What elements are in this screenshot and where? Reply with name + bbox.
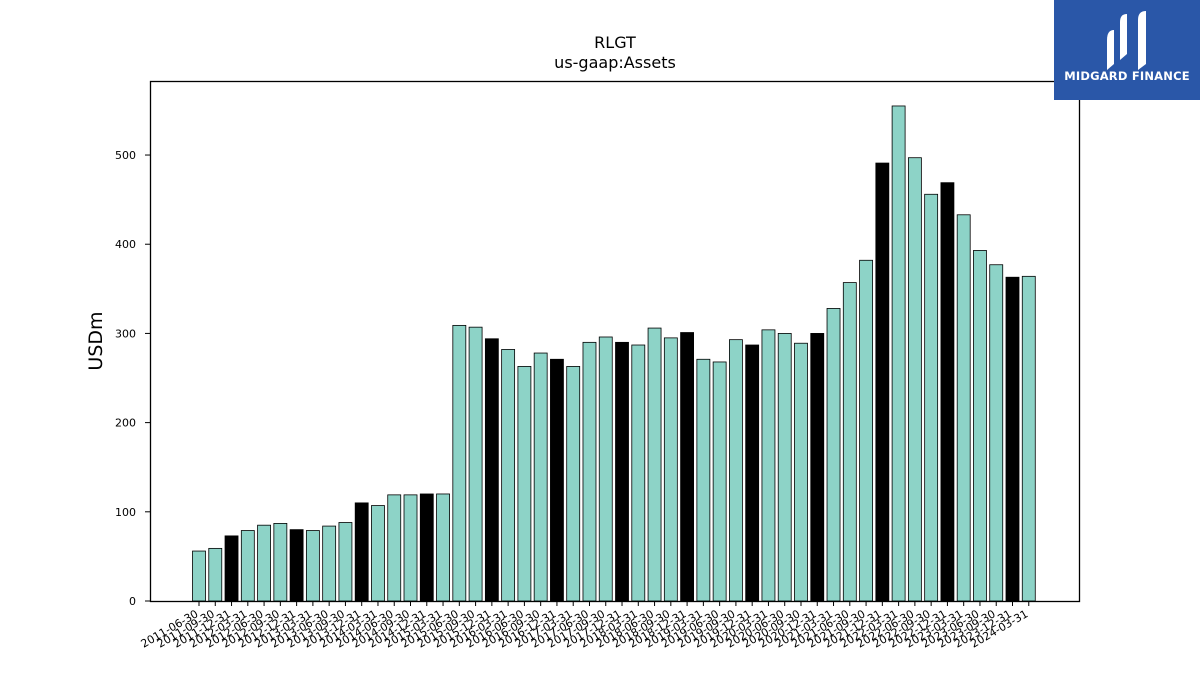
bar-2021-03-31 bbox=[826, 308, 841, 602]
bar-2018-06-30 bbox=[647, 327, 662, 602]
bar-2019-09-30 bbox=[729, 339, 743, 602]
bar-2015-06-30 bbox=[452, 324, 467, 602]
plot-frame bbox=[149, 80, 1081, 603]
bar-2023-06-30 bbox=[973, 250, 987, 602]
bar-2020-06-30 bbox=[777, 333, 792, 602]
x-axis-ticks: 2011-06-302011-09-302011-12-312012-03-31… bbox=[139, 601, 1030, 651]
bar-2021-09-30 bbox=[859, 259, 873, 602]
bar-2022-06-30 bbox=[907, 157, 922, 602]
bar-2023-03-31 bbox=[956, 214, 971, 602]
y-tick-label: 300 bbox=[115, 327, 136, 340]
bar-2014-03-31 bbox=[371, 505, 385, 602]
bar-2021-12-31 bbox=[875, 162, 890, 602]
m-logo-icon bbox=[1107, 11, 1146, 70]
bar-2011-12-31 bbox=[224, 535, 239, 602]
bar-2013-12-31 bbox=[354, 502, 369, 602]
bar-series bbox=[192, 105, 1036, 602]
bar-2019-12-31 bbox=[745, 344, 760, 602]
y-axis-label: USDm bbox=[85, 311, 107, 370]
bar-2019-03-31 bbox=[696, 358, 711, 602]
y-axis-ticks: 0 100 200 300 400 500 bbox=[115, 149, 150, 608]
bar-2022-03-31 bbox=[891, 105, 906, 602]
bar-2014-06-30 bbox=[387, 494, 402, 602]
y-tick-label: 400 bbox=[115, 238, 136, 251]
chart-title: RLGT bbox=[594, 33, 636, 52]
bar-2013-06-30 bbox=[322, 525, 337, 602]
bar-2018-03-31 bbox=[631, 344, 646, 602]
bar-2016-03-31 bbox=[501, 349, 516, 602]
bar-2017-09-30 bbox=[598, 336, 613, 602]
bar-2012-09-30 bbox=[273, 523, 288, 602]
bar-2012-06-30 bbox=[257, 524, 271, 602]
bar-2022-09-30 bbox=[924, 193, 939, 602]
bar-2019-06-30 bbox=[712, 361, 727, 602]
bar-2017-06-30 bbox=[582, 341, 597, 602]
bar-2011-09-30 bbox=[208, 547, 223, 602]
y-tick-label: 100 bbox=[115, 506, 136, 519]
bar-2016-12-31 bbox=[550, 358, 564, 602]
bar-2018-09-30 bbox=[663, 337, 678, 602]
bar-2012-12-31 bbox=[289, 529, 304, 602]
bar-2011-06-30 bbox=[192, 550, 206, 602]
bar-2017-12-31 bbox=[615, 341, 629, 602]
bar-2023-09-30 bbox=[989, 264, 1004, 602]
bar-2023-12-31 bbox=[1005, 276, 1020, 602]
bar-2020-03-31 bbox=[761, 329, 776, 602]
chart-subtitle: us-gaap:Assets bbox=[554, 53, 676, 72]
bar-2020-09-30 bbox=[794, 342, 808, 602]
logo-text: MIDGARD FINANCE bbox=[1064, 69, 1190, 83]
bar-2013-03-31 bbox=[305, 530, 320, 602]
bar-2014-09-30 bbox=[403, 494, 418, 602]
y-tick-label: 0 bbox=[129, 595, 136, 608]
bar-2020-12-31 bbox=[810, 333, 825, 602]
y-tick-label: 500 bbox=[115, 149, 136, 162]
midgard-finance-logo: MIDGARD FINANCE bbox=[1054, 0, 1200, 100]
bar-2015-03-31 bbox=[436, 493, 450, 602]
bar-2014-12-31 bbox=[419, 493, 434, 602]
bar-2016-06-30 bbox=[517, 366, 532, 602]
y-tick-label: 200 bbox=[115, 417, 136, 430]
bar-2018-12-31 bbox=[680, 332, 694, 602]
bar-2013-09-30 bbox=[338, 522, 353, 602]
bar-2015-09-30 bbox=[468, 326, 483, 602]
bar-2021-06-30 bbox=[842, 282, 857, 602]
bar-2024-03-31 bbox=[1021, 275, 1036, 602]
bar-2012-03-31 bbox=[240, 530, 255, 602]
bar-2016-09-30 bbox=[533, 352, 548, 602]
bar-2015-12-31 bbox=[484, 338, 499, 602]
bar-2017-03-31 bbox=[566, 366, 581, 602]
bar-2022-12-31 bbox=[940, 182, 955, 602]
